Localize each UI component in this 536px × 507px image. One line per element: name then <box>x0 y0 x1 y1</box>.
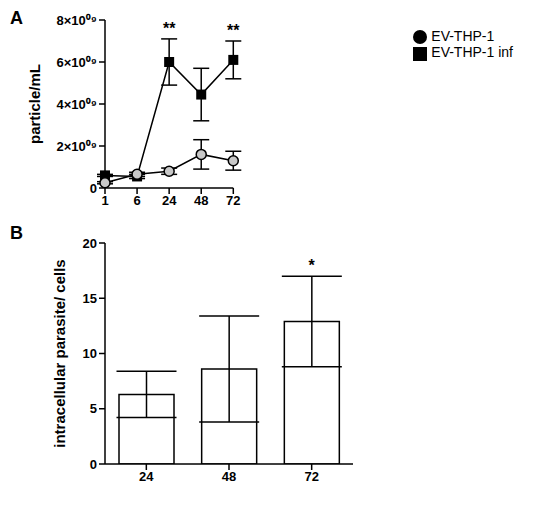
svg-text:24: 24 <box>139 469 154 484</box>
svg-text:**: ** <box>163 20 176 37</box>
svg-text:0: 0 <box>90 181 97 196</box>
svg-text:20: 20 <box>83 236 97 251</box>
svg-text:15: 15 <box>83 291 97 306</box>
html-text:A: A <box>10 8 23 28</box>
svg-text:24: 24 <box>162 193 177 208</box>
svg-text:*: * <box>309 257 316 274</box>
html-text:B: B <box>10 223 23 243</box>
svg-text:1: 1 <box>101 193 108 208</box>
svg-text:6: 6 <box>133 193 140 208</box>
html-text:EV-THP-1: EV-THP-1 <box>431 28 495 44</box>
svg-text:72: 72 <box>304 469 318 484</box>
svg-text:8×10⁰⁹: 8×10⁰⁹ <box>57 13 97 28</box>
svg-text:10: 10 <box>83 346 97 361</box>
html-text:EV-THP-1 inf: EV-THP-1 inf <box>431 44 513 61</box>
svg-text:intracellular parasite/ cells: intracellular parasite/ cells <box>51 259 68 447</box>
svg-text:48: 48 <box>222 469 236 484</box>
svg-text:48: 48 <box>194 193 208 208</box>
svg-text:6×10⁰⁹: 6×10⁰⁹ <box>57 55 97 70</box>
svg-text:**: ** <box>227 22 240 39</box>
svg-text:5: 5 <box>90 401 97 416</box>
svg-text:2×10⁰⁹: 2×10⁰⁹ <box>57 139 97 154</box>
svg-text:particle/mL: particle/mL <box>26 64 43 144</box>
svg-text:72: 72 <box>226 193 240 208</box>
svg-text:0: 0 <box>90 457 97 472</box>
svg-text:4×10⁰⁹: 4×10⁰⁹ <box>57 97 97 112</box>
